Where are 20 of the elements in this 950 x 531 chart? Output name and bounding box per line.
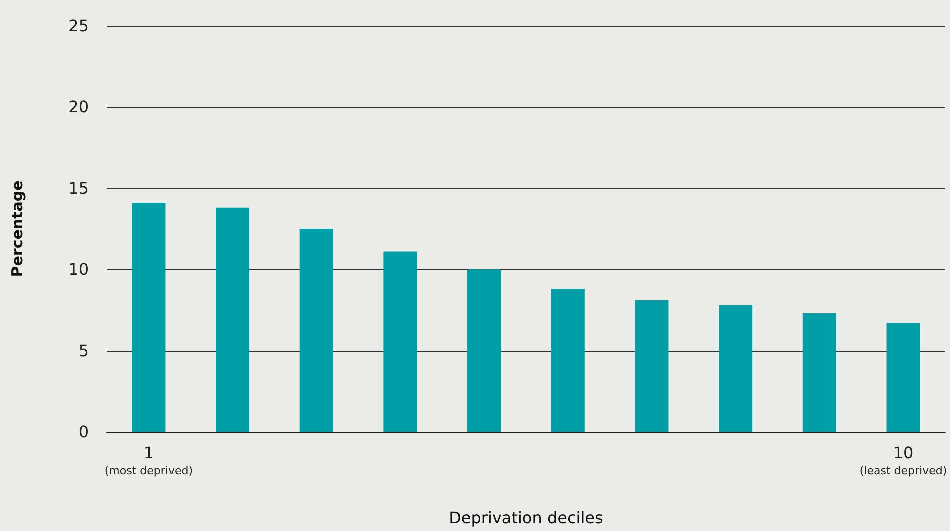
y-tick-label: 25 (68, 16, 89, 36)
y-tick-label: 10 (68, 260, 89, 280)
bar (886, 323, 920, 432)
bar (719, 305, 753, 432)
bar (551, 289, 585, 432)
bar (802, 313, 836, 432)
bar (635, 300, 669, 432)
y-tick-label: 0 (78, 422, 89, 442)
y-tick-label: 5 (78, 341, 89, 360)
y-tick-label: 15 (68, 178, 89, 198)
x-tick-label: 1 (most deprived) (104, 444, 193, 478)
bar (468, 270, 502, 432)
bar (300, 229, 334, 432)
bar (132, 203, 166, 432)
x-axis-title: Deprivation deciles (449, 508, 604, 528)
bar (216, 208, 250, 432)
y-tick-label: 20 (68, 98, 89, 117)
bar (384, 252, 418, 432)
y-axis-title: Percentage (8, 180, 26, 278)
x-tick-label: 10 (least deprived) (860, 444, 948, 478)
